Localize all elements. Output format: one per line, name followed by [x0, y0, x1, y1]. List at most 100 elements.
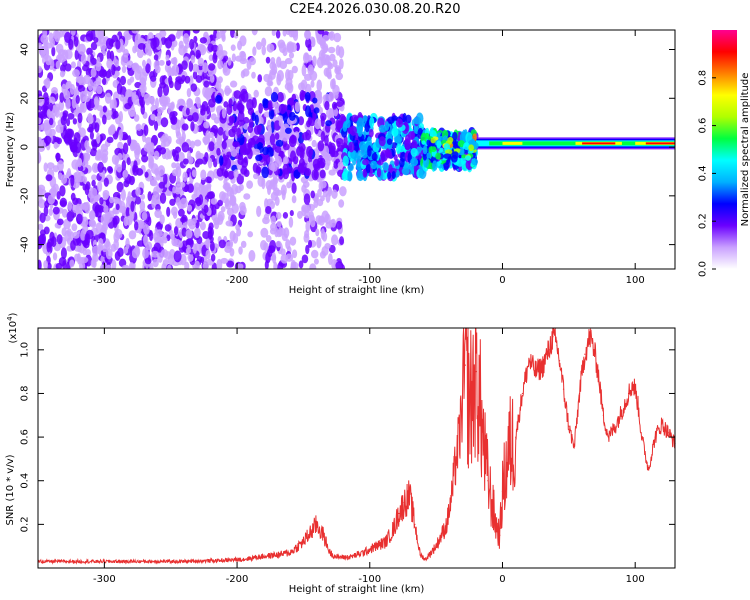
- heatmap-cell: [70, 174, 75, 187]
- heatmap-cell: [109, 196, 114, 204]
- heatmap-cell: [159, 147, 167, 155]
- heatmap-cell: [266, 43, 275, 53]
- heatmap-cell: [349, 125, 357, 136]
- heatmap-cell: [154, 65, 161, 74]
- heatmap-cell: [73, 36, 79, 47]
- heatmap-cell: [117, 247, 124, 258]
- heatmap-cell: [307, 64, 315, 76]
- heatmap-cell: [162, 236, 168, 244]
- colorbar-label: Normalized spectral amplitude: [740, 73, 750, 227]
- heatmap-cell: [219, 191, 226, 201]
- heatmap-cell: [200, 256, 205, 264]
- heatmap-cell: [106, 58, 113, 69]
- heatmap-cell: [66, 168, 72, 178]
- heatmap-cell: [238, 103, 245, 115]
- heatmap-cell: [325, 120, 332, 127]
- heatmap-cell: [81, 202, 89, 211]
- heatmap-cell: [50, 186, 57, 198]
- heatmap-cell: [200, 108, 206, 116]
- heatmap-cell: [157, 86, 163, 98]
- heatmap-cell: [240, 93, 245, 100]
- heatmap-cell: [102, 105, 108, 113]
- heatmap-cell: [401, 167, 410, 175]
- heatmap-cell: [264, 260, 269, 269]
- heatmap-cell: [282, 143, 290, 151]
- heatmap-cell: [67, 112, 75, 120]
- heatmap-cell: [304, 91, 311, 102]
- snr-line: [37, 327, 676, 565]
- heatmap-cell: [288, 167, 295, 174]
- heatmap-cell: [131, 30, 140, 34]
- heatmap-cell: [168, 75, 173, 85]
- heatmap-cell: [80, 256, 89, 264]
- heatmap-cell: [102, 149, 109, 158]
- heatmap-cell: [319, 38, 326, 47]
- y-tick-label: 0.2: [20, 516, 31, 532]
- heatmap-cell: [264, 86, 273, 97]
- heatmap-cell: [255, 41, 262, 50]
- heatmap-cell: [257, 175, 265, 187]
- heatmap-cell: [345, 118, 351, 129]
- heatmap-cell: [189, 140, 195, 149]
- heatmap-cell: [465, 160, 471, 170]
- heatmap-cell: [175, 162, 181, 171]
- colorbar-tick-label: 0.8: [698, 70, 709, 86]
- heatmap-cell: [284, 57, 293, 65]
- heatmap-cell: [45, 55, 52, 66]
- heatmap-cell: [258, 102, 263, 114]
- heatmap-cell: [290, 263, 297, 269]
- heatmap-cell: [333, 91, 339, 100]
- heatmap-cell: [240, 165, 248, 175]
- heatmap-cell: [190, 54, 196, 64]
- heatmap-cell: [76, 157, 83, 168]
- heatmap-cell: [378, 136, 386, 147]
- heatmap-cell: [46, 109, 51, 118]
- heatmap-cell: [186, 204, 193, 212]
- heatmap-cell: [313, 107, 320, 114]
- heatmap-cell: [71, 223, 78, 232]
- heatmap-cell: [276, 56, 282, 68]
- heatmap-cell: [376, 159, 384, 166]
- heatmap-cell: [82, 248, 87, 256]
- heatmap-cell: [343, 135, 348, 147]
- heatmap-cell: [216, 147, 221, 156]
- heatmap-cell: [144, 257, 152, 265]
- heatmap-cell: [194, 260, 200, 269]
- heatmap-cell: [107, 109, 113, 116]
- heatmap-cell: [289, 236, 297, 246]
- heatmap-cell: [153, 150, 160, 160]
- heatmap-cell: [269, 227, 277, 235]
- heatmap-cells: [38, 30, 675, 269]
- y-tick-label: 0.8: [20, 386, 31, 402]
- heatmap-cell: [286, 42, 294, 54]
- heatmap-cell: [264, 134, 269, 141]
- heatmap-cell: [202, 230, 210, 240]
- heatmap-cell: [370, 160, 378, 170]
- heatmap-cell: [191, 218, 197, 225]
- heatmap-cell: [261, 37, 267, 47]
- heatmap-cell: [217, 59, 224, 70]
- heatmap-cell: [95, 222, 103, 234]
- heatmap-cell: [232, 141, 240, 148]
- heatmap-cell: [313, 258, 319, 265]
- heatmap-cell: [56, 137, 63, 145]
- heatmap-cell: [72, 118, 78, 125]
- heatmap-cell: [304, 52, 309, 61]
- heatmap-cell: [413, 116, 422, 125]
- heatmap-cell: [277, 39, 286, 49]
- heatmap-cell: [325, 67, 332, 79]
- heatmap-cell: [422, 152, 427, 161]
- heatmap-cell: [106, 50, 112, 61]
- heatmap-cell: [252, 46, 257, 57]
- heatmap-cell: [40, 34, 49, 44]
- heatmap-cell: [51, 46, 56, 57]
- heatmap-cell: [43, 135, 52, 145]
- x-axis-label: Height of straight line (km): [289, 285, 425, 296]
- heatmap-cell: [119, 75, 127, 86]
- heatmap-cell: [166, 59, 171, 66]
- heatmap-cell: [135, 187, 141, 197]
- heatmap-cell: [255, 154, 263, 162]
- heatmap-cell: [275, 211, 282, 220]
- heatmap-cell: [231, 203, 239, 214]
